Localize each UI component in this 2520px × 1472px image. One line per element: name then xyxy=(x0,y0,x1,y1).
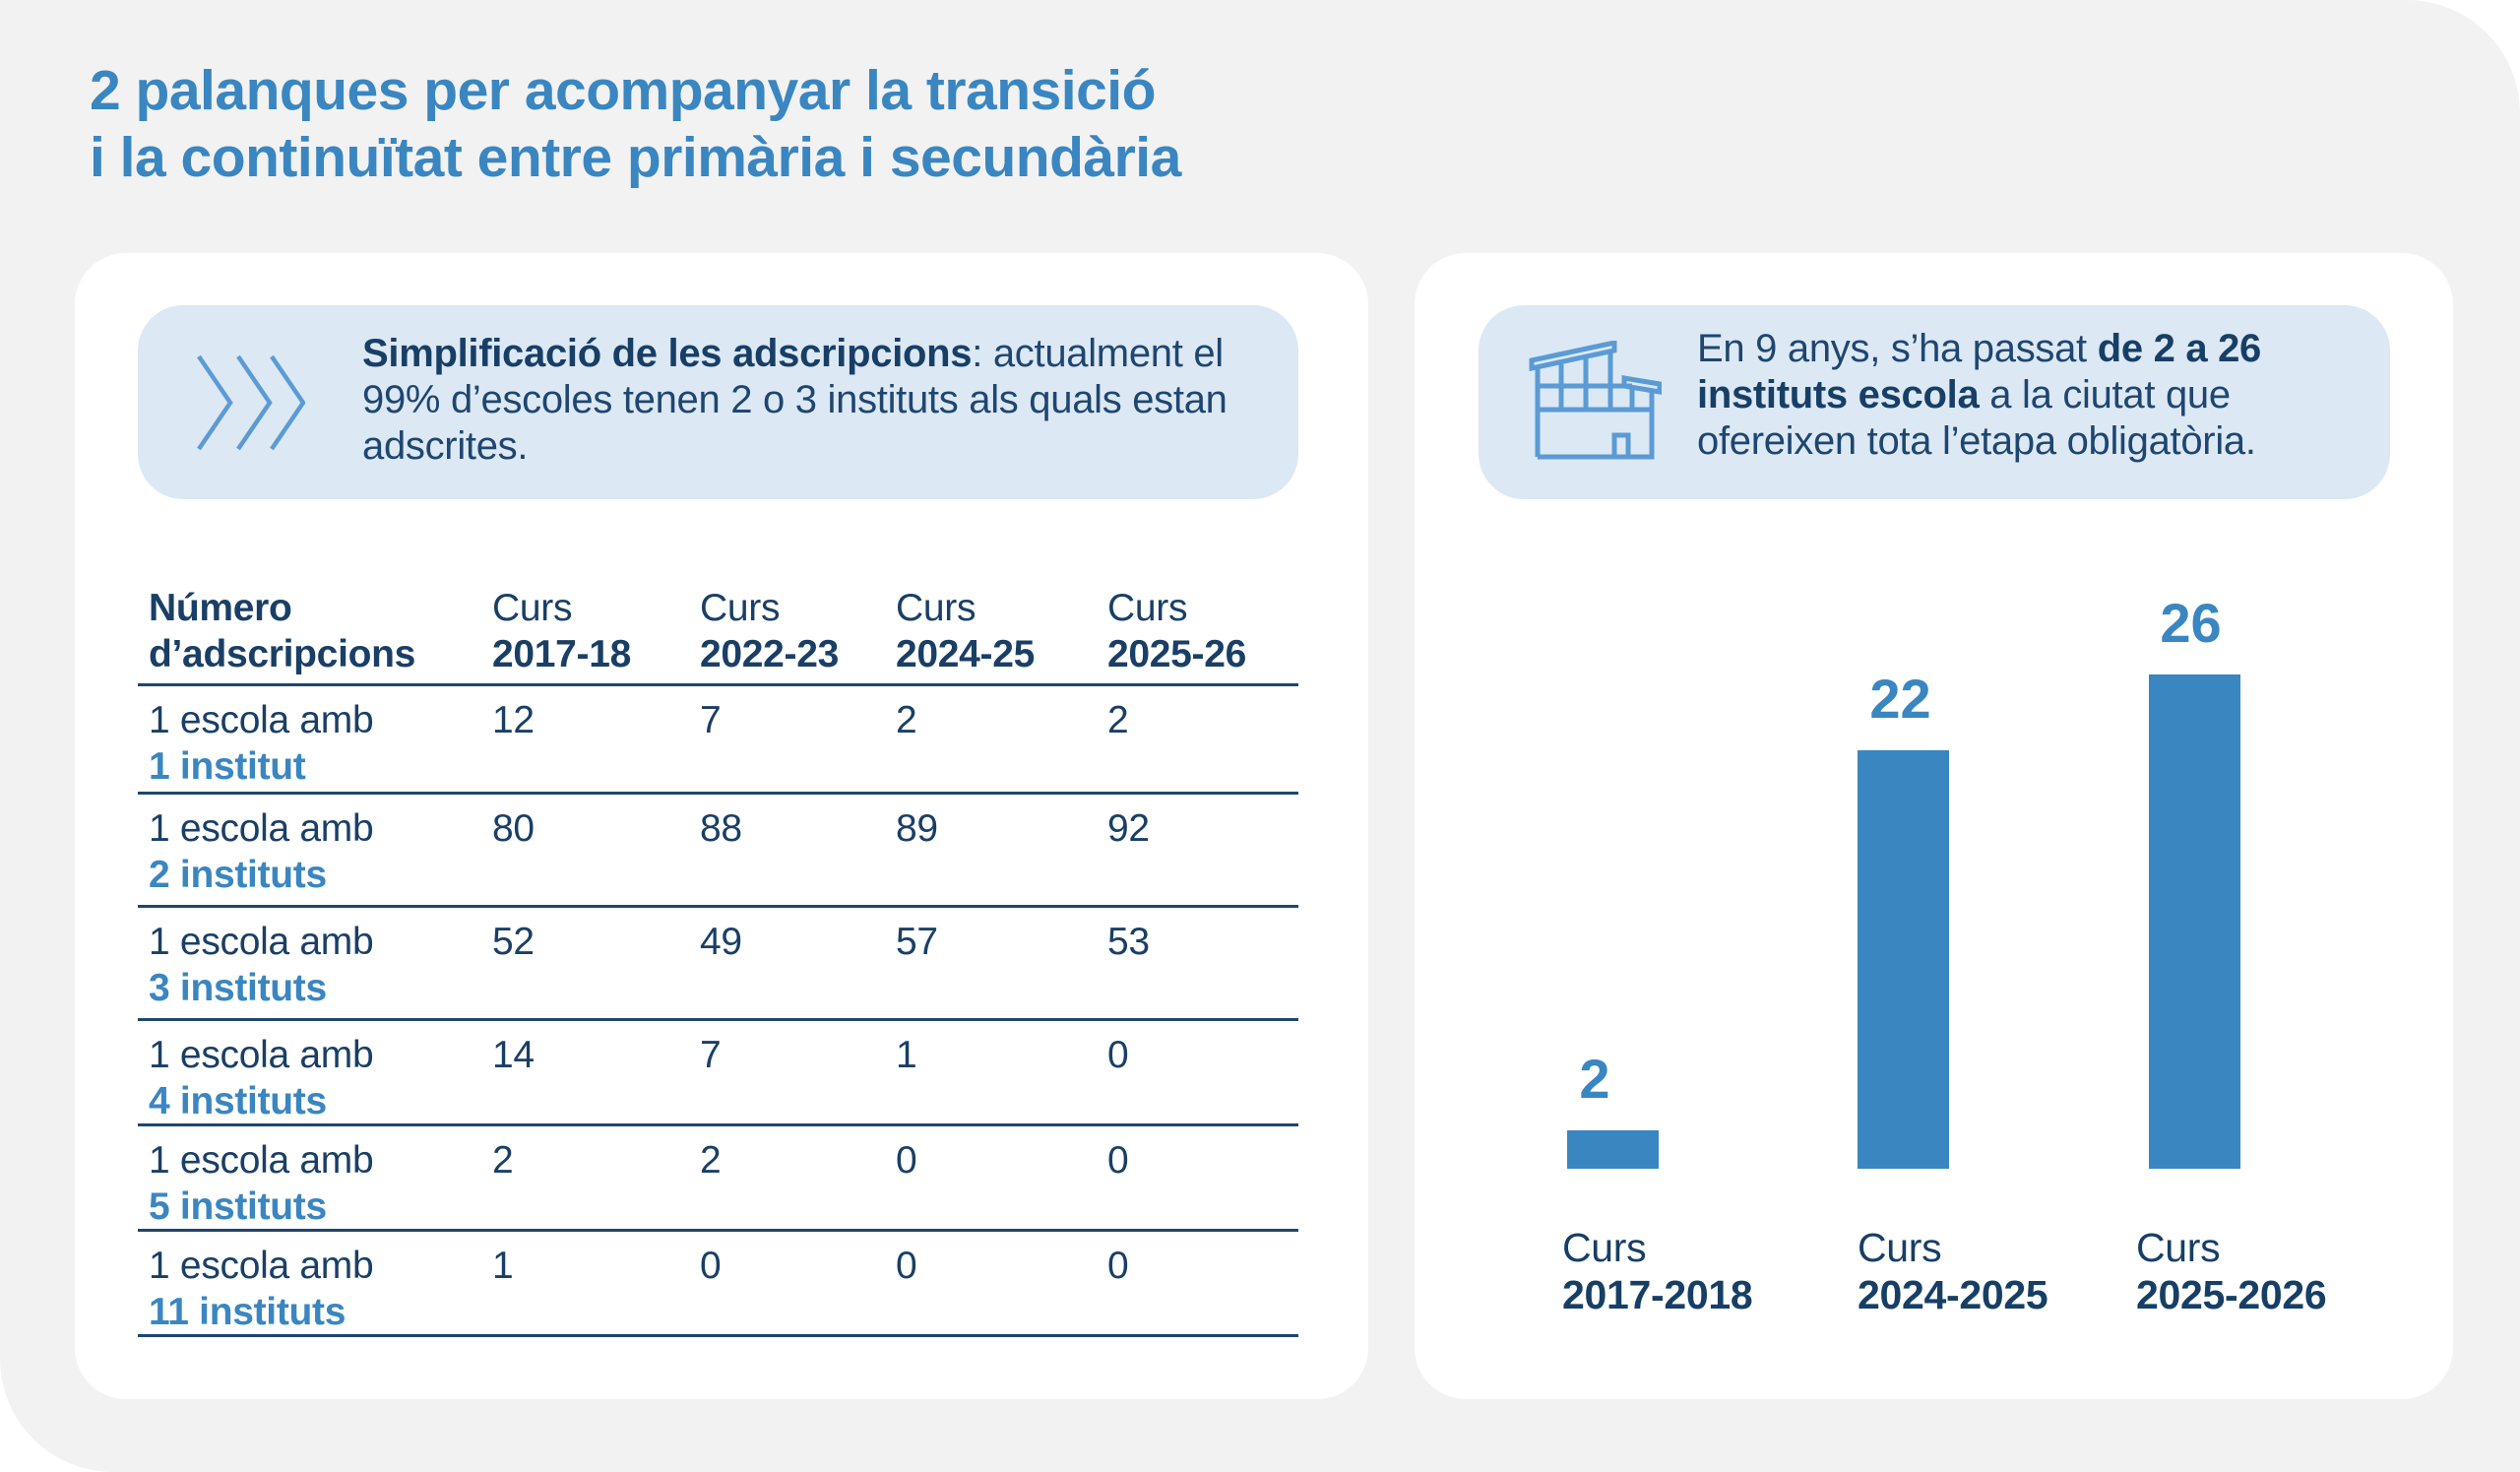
table-row: 1 escola amb 2 instituts 80 88 89 92 xyxy=(138,795,1298,908)
title-line-1: 2 palanques per acompanyar la transició xyxy=(90,59,1156,122)
row-label: 1 escola amb 2 instituts xyxy=(149,805,374,898)
row-value-col-1: 14 xyxy=(492,1034,535,1076)
adscripcions-table: Número d’adscripcions Curs 2017-18 Curs 20… xyxy=(138,583,1298,1337)
header-label: Número d’adscripcions xyxy=(149,587,416,675)
row-value-col-1: 80 xyxy=(492,807,535,850)
row-label-top: 1 escola amb xyxy=(149,699,374,741)
info-text-part2: a la ciutat que ofereixen tota l’etapa o… xyxy=(1697,373,2256,463)
row-value-col-4: 0 xyxy=(1107,1139,1129,1182)
row-value-col-3: 1 xyxy=(896,1034,917,1076)
adscripcions-info-text: Simplificació de les adscripcions: actua… xyxy=(362,331,1268,470)
table-row: 1 escola amb 1 institut 12 7 2 2 xyxy=(138,686,1298,795)
row-label-top: 1 escola amb xyxy=(149,1139,374,1182)
instituts-escola-info-box: En 9 anys, s’ha passat de 2 a 26 institu… xyxy=(1479,305,2390,499)
row-value-col-3: 0 xyxy=(896,1245,917,1287)
table-row: 1 escola amb 3 instituts 52 49 57 53 xyxy=(138,908,1298,1021)
row-label-bottom: 3 instituts xyxy=(149,967,327,1009)
row-label-top: 1 escola amb xyxy=(149,1034,374,1076)
row-value-col-4: 0 xyxy=(1107,1245,1129,1287)
row-value-col-3: 57 xyxy=(896,921,938,963)
row-label: 1 escola amb 3 instituts xyxy=(149,919,374,1011)
row-label-top: 1 escola amb xyxy=(149,921,374,963)
row-label-bottom: 11 instituts xyxy=(149,1291,346,1333)
row-label: 1 escola amb 4 instituts xyxy=(149,1032,374,1124)
row-value-col-2: 49 xyxy=(700,921,742,963)
adscripcions-info-bold: Simplificació de les adscripcions xyxy=(362,332,973,375)
header-col-1: Curs 2017-18 xyxy=(492,587,632,675)
row-value-col-4: 2 xyxy=(1107,699,1129,741)
adscripcions-info-rest: : actualment el 99% d’escoles tenen 2 o … xyxy=(362,332,1228,468)
row-value-col-3: 2 xyxy=(896,699,917,741)
header-col-2: Curs 2022-23 xyxy=(700,587,840,675)
info-text-part1: En 9 anys, s’ha passat xyxy=(1697,327,2098,370)
info-text-bold: de 2 a 26 instituts escola xyxy=(1697,327,2261,416)
row-label-top: 1 escola amb xyxy=(149,1245,374,1287)
row-value-col-2: 2 xyxy=(700,1139,722,1182)
page-title: 2 palanques per acompanyar la transició … xyxy=(90,57,1181,191)
chevrons-right-icon xyxy=(197,354,305,451)
table-row: 1 escola amb 5 instituts 2 2 0 0 xyxy=(138,1126,1298,1232)
row-value-col-1: 1 xyxy=(492,1245,514,1287)
row-value-col-4: 53 xyxy=(1107,921,1150,963)
table-row: 1 escola amb 4 instituts 14 7 1 0 xyxy=(138,1021,1298,1126)
row-label-bottom: 5 instituts xyxy=(149,1185,327,1228)
row-label-bottom: 2 instituts xyxy=(149,854,327,896)
row-value-col-1: 52 xyxy=(492,921,535,963)
instituts-escola-info-text: En 9 anys, s’ha passat de 2 a 26 institu… xyxy=(1697,326,2376,465)
row-label: 1 escola amb 5 instituts xyxy=(149,1137,374,1230)
row-label: 1 escola amb 11 instituts xyxy=(149,1243,374,1335)
row-value-col-2: 88 xyxy=(700,807,742,850)
table-row: 1 escola amb 11 instituts 1 0 0 0 xyxy=(138,1232,1298,1337)
row-value-col-3: 0 xyxy=(896,1139,917,1182)
row-label: 1 escola amb 1 institut xyxy=(149,697,374,790)
header-col-4: Curs 2025-26 xyxy=(1107,587,1247,675)
row-value-col-2: 0 xyxy=(700,1245,722,1287)
row-label-bottom: 4 instituts xyxy=(149,1080,327,1122)
row-value-col-1: 2 xyxy=(492,1139,514,1182)
header-col-3: Curs 2024-25 xyxy=(896,587,1036,675)
row-label-top: 1 escola amb xyxy=(149,807,374,850)
row-value-col-1: 12 xyxy=(492,699,535,741)
row-value-col-4: 92 xyxy=(1107,807,1150,850)
title-line-2: i la continuïtat entre primària i secund… xyxy=(90,126,1181,189)
school-building-icon xyxy=(1529,341,1662,460)
row-label-bottom: 1 institut xyxy=(149,745,306,788)
row-value-col-3: 89 xyxy=(896,807,938,850)
row-value-col-4: 0 xyxy=(1107,1034,1129,1076)
row-value-col-2: 7 xyxy=(700,1034,722,1076)
table-body: 1 escola amb 1 institut 12 7 2 2 1 escola amb 2… xyxy=(138,686,1298,1337)
adscripcions-info-box: Simplificació de les adscripcions: actua… xyxy=(138,305,1298,499)
row-value-col-2: 7 xyxy=(700,699,722,741)
table-header: Número d’adscripcions Curs 2017-18 Curs 20… xyxy=(138,583,1298,686)
